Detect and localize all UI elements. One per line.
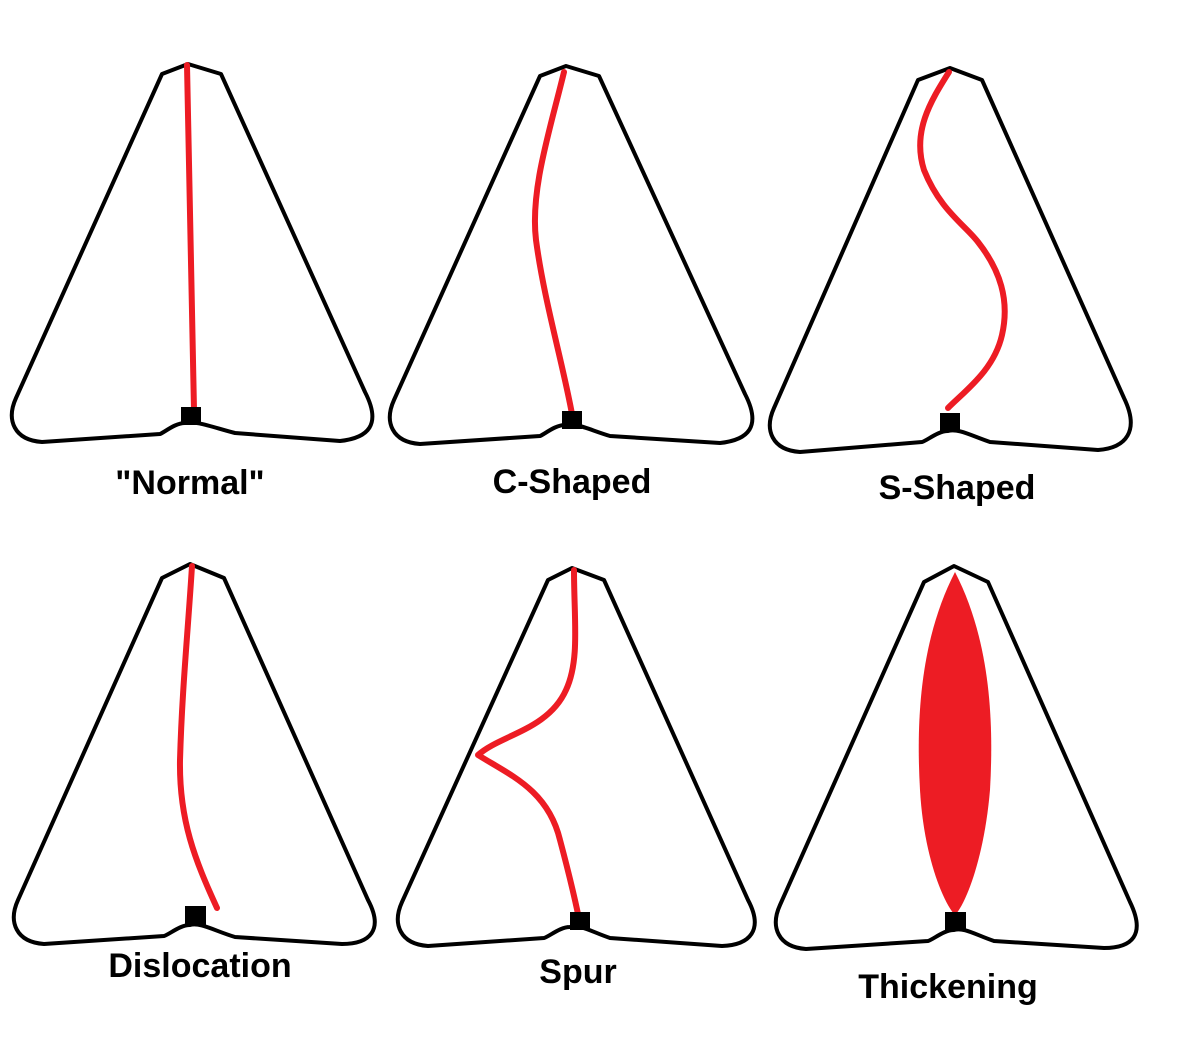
septum-thickened-region (918, 572, 992, 915)
nasal-spine-marker (945, 912, 966, 931)
septum-line (917, 69, 1008, 411)
panel-spur: Spur (396, 566, 757, 991)
panel-label: C-Shaped (493, 463, 652, 501)
nose-outline (768, 66, 1133, 454)
nose-outline (388, 64, 755, 446)
nasal-spine-marker (185, 906, 206, 925)
septum-line (184, 62, 197, 413)
nose-outline (12, 562, 377, 946)
panel-label: "Normal" (115, 464, 264, 502)
septum-line (176, 563, 220, 911)
panel-label: S-Shaped (879, 469, 1036, 507)
nasal-spine-marker (181, 407, 201, 425)
panel-label: Dislocation (108, 947, 291, 985)
panel-label: Spur (539, 953, 616, 991)
septum-line (475, 567, 581, 917)
panel-normal: "Normal" (10, 62, 375, 502)
panel-s-shaped: S-Shaped (768, 66, 1133, 507)
panel-label: Thickening (858, 968, 1037, 1006)
nasal-spine-marker (940, 413, 960, 431)
panel-c-shaped: C-Shaped (388, 64, 755, 501)
panel-thickening: Thickening (774, 564, 1139, 1006)
nasal-spine-marker (562, 411, 582, 429)
nasal-spine-marker (570, 912, 590, 930)
panel-dislocation: Dislocation (12, 562, 377, 985)
septum-line (531, 69, 575, 417)
